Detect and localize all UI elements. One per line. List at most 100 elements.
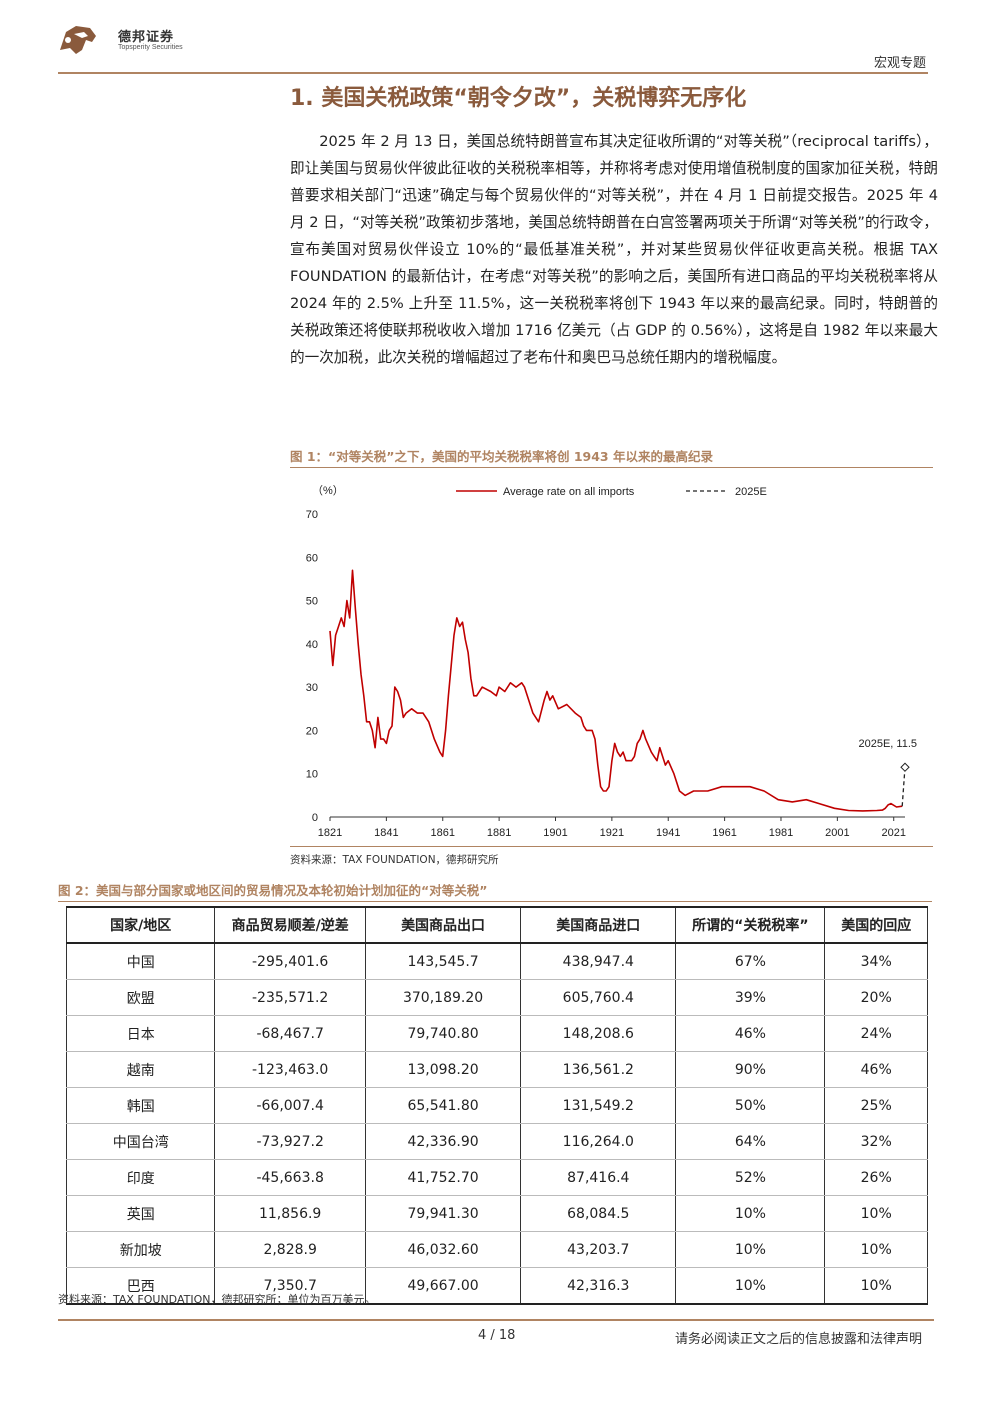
cell-balance: 11,856.9 — [214, 1195, 366, 1232]
cell-region: 英国 — [65, 1195, 216, 1232]
brand-name-cn: 德邦证券 — [118, 30, 175, 45]
table-row: 印度 -45,663.8 41,752.70 87,416.4 52% 26% — [65, 1159, 928, 1196]
cell-balance: -66,007.4 — [214, 1087, 366, 1124]
header-exports: 美国商品出口 — [364, 906, 522, 944]
cell-exports: 79,740.80 — [364, 1015, 522, 1052]
horse-logo-icon — [56, 20, 100, 60]
cell-claimed-rate: 67% — [675, 943, 826, 980]
y-tick-label: 20 — [306, 725, 318, 737]
x-tick-label: 1961 — [712, 827, 736, 839]
cell-claimed-rate: 90% — [675, 1051, 826, 1088]
x-tick-label: 1941 — [656, 827, 680, 839]
trade-tariff-table: 国家/地区 商品贸易顺差/逆差 美国商品出口 美国商品进口 所谓的“关税税率” … — [65, 906, 928, 1305]
figure2-caption: 图 2：美国与部分国家或地区间的贸易情况及本轮初始计划加征的“对等关税” — [58, 883, 488, 898]
y-tick-label: 10 — [306, 769, 318, 781]
y-tick-label: 60 — [306, 552, 318, 564]
figure1-source: 资料来源：TAX FOUNDATION，德邦研究所 — [290, 854, 499, 866]
cell-balance: -45,663.8 — [214, 1159, 366, 1196]
cell-claimed-rate: 50% — [675, 1087, 826, 1124]
cell-exports: 46,032.60 — [364, 1231, 522, 1268]
x-tick-label: 1901 — [543, 827, 567, 839]
cell-us-response: 26% — [824, 1159, 928, 1196]
cell-exports: 49,667.00 — [364, 1267, 522, 1305]
cell-imports: 43,203.7 — [520, 1231, 677, 1268]
cell-us-response: 46% — [824, 1051, 928, 1088]
header-claimed-rate: 所谓的“关税税率” — [675, 906, 826, 944]
legend-average-label: Average rate on all imports — [503, 486, 635, 498]
cell-exports: 65,541.80 — [364, 1087, 522, 1124]
estimate-point-marker — [900, 762, 910, 772]
x-tick-label: 1921 — [600, 827, 624, 839]
body-paragraph-wrap: 2025 年 2 月 13 日，美国总统特朗普宣布其决定征收所谓的“对等关税”（… — [290, 128, 938, 371]
x-tick-label: 1821 — [318, 827, 342, 839]
cell-region: 韩国 — [65, 1087, 216, 1124]
cell-us-response: 34% — [824, 943, 928, 980]
estimate-series-line — [901, 767, 906, 807]
header-divider — [58, 72, 928, 74]
cell-region: 越南 — [65, 1051, 216, 1088]
cell-imports: 68,084.5 — [520, 1195, 677, 1232]
cell-imports: 131,549.2 — [520, 1087, 677, 1124]
cell-region: 中国 — [65, 943, 216, 980]
cell-balance: -123,463.0 — [214, 1051, 366, 1088]
cell-exports: 79,941.30 — [364, 1195, 522, 1232]
header-region: 国家/地区 — [65, 906, 216, 944]
cell-exports: 13,098.20 — [364, 1051, 522, 1088]
cell-imports: 87,416.4 — [520, 1159, 677, 1196]
cell-exports: 41,752.70 — [364, 1159, 522, 1196]
table-row: 欧盟 -235,571.2 370,189.20 605,760.4 39% 20% — [65, 979, 928, 1016]
table-header-row: 国家/地区 商品贸易顺差/逆差 美国商品出口 美国商品进口 所谓的“关税税率” … — [65, 906, 928, 944]
body-paragraph: 2025 年 2 月 13 日，美国总统特朗普宣布其决定征收所谓的“对等关税”（… — [290, 133, 938, 366]
y-tick-label: 30 — [306, 682, 318, 694]
header-imports: 美国商品进口 — [520, 906, 677, 944]
figure2-source: 资料来源：TAX FOUNDATION，德邦研究所；单位为百万美元。 — [58, 1293, 376, 1306]
cell-balance: 7,350.7 — [214, 1267, 366, 1305]
y-tick-label: 70 — [306, 509, 318, 521]
y-tick-label: 40 — [306, 639, 318, 651]
cell-exports: 143,545.7 — [364, 943, 522, 980]
y-axis-unit-label: （%） — [312, 484, 344, 497]
cell-claimed-rate: 46% — [675, 1015, 826, 1052]
section-title: 1. 美国关税政策“朝令夕改”，关税博弈无序化 — [290, 86, 747, 111]
cell-us-response: 10% — [824, 1267, 928, 1305]
x-tick-label: 1861 — [431, 827, 455, 839]
x-tick-label: 1981 — [769, 827, 793, 839]
cell-us-response: 25% — [824, 1087, 928, 1124]
x-tick-label: 1841 — [374, 827, 398, 839]
cell-imports: 148,208.6 — [520, 1015, 677, 1052]
figure1-top-rule — [290, 467, 933, 468]
cell-region: 欧盟 — [65, 979, 216, 1016]
estimate-annotation-label: 2025E, 11.5 — [858, 738, 917, 750]
cell-us-response: 10% — [824, 1195, 928, 1232]
cell-imports: 605,760.4 — [520, 979, 677, 1016]
cell-balance: -235,571.2 — [214, 979, 366, 1016]
cell-region: 印度 — [65, 1159, 216, 1196]
legend-estimate-label: 2025E — [735, 486, 767, 498]
header-us-response: 美国的回应 — [824, 906, 928, 944]
footer-disclaimer: 请务必阅读正文之后的信息披露和法律声明 — [674, 1332, 922, 1347]
tariff-line-chart: （%） 0 10 20 30 40 50 60 70 1821 1841 1861 1881 1901 19… — [306, 484, 917, 839]
figure1-caption: 图 1：“对等关税”之下，美国的平均关税税率将创 1943 年以来的最高纪录 — [290, 449, 713, 464]
brand-name-en: Topsperity Securities — [118, 44, 183, 51]
table-row: 巴西 7,350.7 49,667.00 42,316.3 10% 10% — [65, 1267, 928, 1305]
footer-divider — [58, 1319, 934, 1321]
cell-claimed-rate: 39% — [675, 979, 826, 1016]
table-row: 韩国 -66,007.4 65,541.80 131,549.2 50% 25% — [65, 1087, 928, 1124]
cell-imports: 116,264.0 — [520, 1123, 677, 1160]
cell-region: 中国台湾 — [65, 1123, 216, 1160]
cell-region: 新加坡 — [65, 1231, 216, 1268]
cell-claimed-rate: 10% — [675, 1267, 826, 1305]
x-tick-label: 2021 — [881, 827, 905, 839]
table-row: 中国台湾 -73,927.2 42,336.90 116,264.0 64% 32% — [65, 1123, 928, 1160]
cell-claimed-rate: 10% — [675, 1231, 826, 1268]
cell-imports: 136,561.2 — [520, 1051, 677, 1088]
cell-us-response: 10% — [824, 1231, 928, 1268]
cell-us-response: 24% — [824, 1015, 928, 1052]
table-row: 英国 11,856.9 79,941.30 68,084.5 10% 10% — [65, 1195, 928, 1232]
cell-balance: -68,467.7 — [214, 1015, 366, 1052]
cell-region: 日本 — [65, 1015, 216, 1052]
cell-us-response: 32% — [824, 1123, 928, 1160]
x-tick-label: 2001 — [825, 827, 849, 839]
figure2-top-rule — [58, 901, 932, 902]
cell-balance: -295,401.6 — [214, 943, 366, 980]
